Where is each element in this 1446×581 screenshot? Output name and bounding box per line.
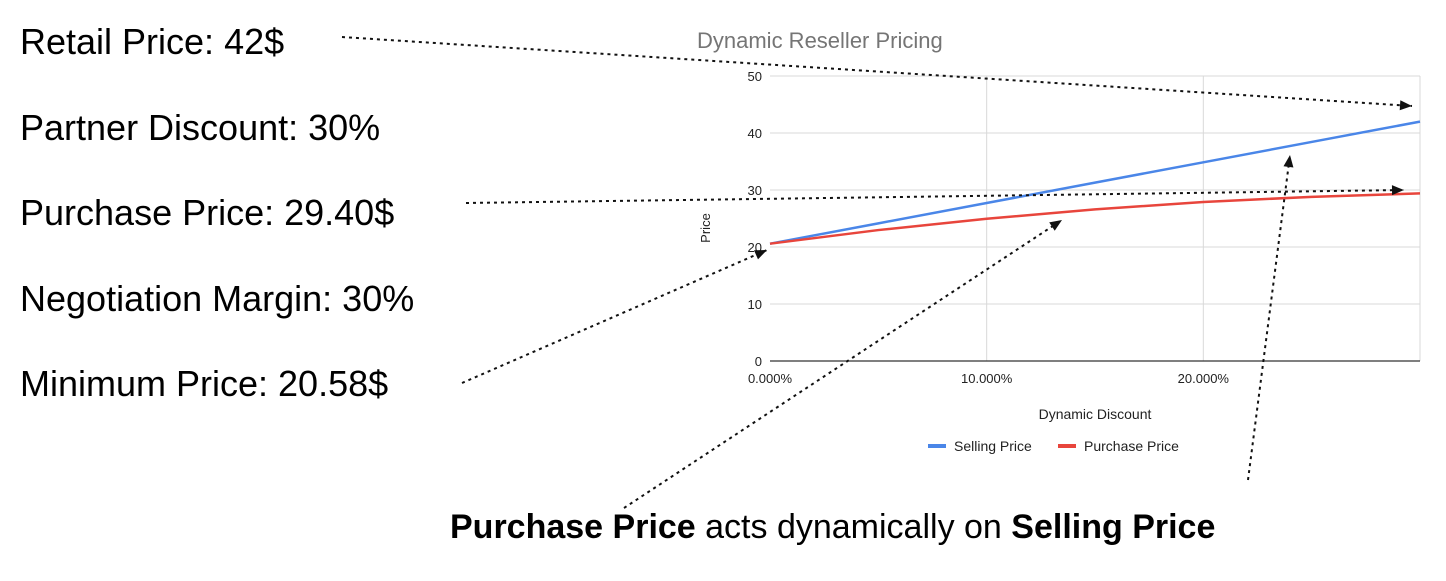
caption: Purchase Price acts dynamically on Selli… (450, 510, 1215, 544)
annotation-arrowhead (1391, 185, 1404, 196)
y-tick-label: 50 (748, 69, 762, 84)
partner-discount-label: Partner Discount: 30% (20, 107, 381, 148)
annotation-arrow-line (465, 189, 1405, 204)
chart-title: Dynamic Reseller Pricing (697, 28, 943, 53)
y-tick-label: 40 (748, 126, 762, 141)
caption-middle: acts dynamically on (695, 508, 1012, 546)
annotation-arrowhead (1399, 100, 1412, 111)
legend-label: Purchase Price (1084, 438, 1179, 454)
annotation-arrowhead (1283, 155, 1294, 168)
y-axis-label: Price (698, 213, 713, 243)
y-tick-label: 30 (748, 183, 762, 198)
y-tick-label: 10 (748, 297, 762, 312)
annotation-arrowhead (1049, 220, 1062, 231)
negotiation-margin-label: Negotiation Margin: 30% (20, 278, 415, 319)
x-axis-label: Dynamic Discount (1039, 406, 1152, 422)
series-line-purchase-price (769, 192, 1421, 245)
x-tick-label: 0.000% (748, 371, 793, 386)
x-tick-label: 20.000% (1178, 371, 1230, 386)
annotation-arrow-line (623, 219, 1063, 509)
retail-price-label: Retail Price: 42$ (20, 21, 285, 62)
y-tick-label: 0 (755, 354, 762, 369)
series-line-selling-price (769, 120, 1421, 245)
purchase-price-label: Purchase Price: 29.40$ (20, 192, 395, 233)
annotation-arrow-line (1247, 154, 1291, 481)
annotation-arrowhead (754, 250, 767, 260)
caption-selling-price: Selling Price (1011, 508, 1216, 546)
caption-purchase-price: Purchase Price (450, 508, 696, 546)
minimum-price-label: Minimum Price: 20.58$ (20, 363, 389, 404)
legend-label: Selling Price (954, 438, 1032, 454)
annotation-arrow-line (461, 249, 768, 384)
x-tick-label: 10.000% (961, 371, 1013, 386)
